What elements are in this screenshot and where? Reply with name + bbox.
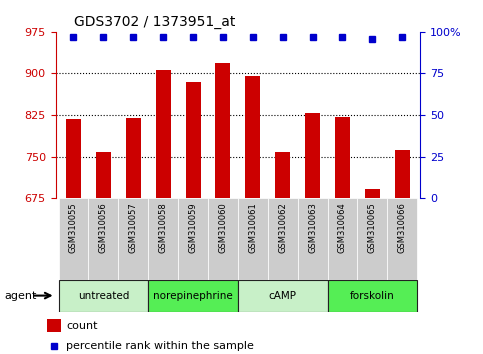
Text: GSM310066: GSM310066 [398,202,407,253]
Bar [298,198,327,280]
Text: count: count [66,320,98,331]
Bar [118,198,148,280]
Text: norepinephrine: norepinephrine [153,291,233,301]
Bar [245,76,260,198]
Bar [268,198,298,280]
Bar [215,63,230,198]
Bar [156,70,170,198]
Text: GSM310058: GSM310058 [158,202,168,253]
Text: GSM310060: GSM310060 [218,202,227,253]
Text: forskolin: forskolin [350,291,395,301]
Bar [365,189,380,198]
Bar [305,113,320,198]
Text: GSM310059: GSM310059 [188,202,198,253]
Bar [96,152,111,198]
Bar [395,150,410,198]
Text: GSM310065: GSM310065 [368,202,377,253]
Text: GSM310055: GSM310055 [69,202,78,253]
Bar [185,82,200,198]
Bar [178,198,208,280]
Text: GSM310061: GSM310061 [248,202,257,253]
Bar [88,198,118,280]
Text: GDS3702 / 1373951_at: GDS3702 / 1373951_at [74,16,235,29]
Text: GSM310062: GSM310062 [278,202,287,253]
Bar [387,198,417,280]
Bar [327,280,417,312]
Text: GSM310056: GSM310056 [99,202,108,253]
Bar [58,198,88,280]
Text: GSM310063: GSM310063 [308,202,317,253]
Text: GSM310057: GSM310057 [129,202,138,253]
Bar [58,280,148,312]
Bar [148,198,178,280]
Bar [275,152,290,198]
Text: percentile rank within the sample: percentile rank within the sample [66,341,254,351]
Bar [357,198,387,280]
Bar [148,280,238,312]
Bar [208,198,238,280]
Text: cAMP: cAMP [269,291,297,301]
Bar [66,119,81,198]
Text: agent: agent [5,291,37,301]
Bar [327,198,357,280]
Bar [238,198,268,280]
Bar [335,117,350,198]
Text: GSM310064: GSM310064 [338,202,347,253]
Bar [47,319,60,332]
Text: untreated: untreated [78,291,129,301]
Bar [126,118,141,198]
Bar [238,280,327,312]
